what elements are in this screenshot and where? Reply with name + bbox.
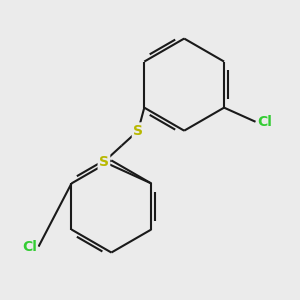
Text: Cl: Cl xyxy=(257,115,272,129)
Text: S: S xyxy=(133,124,143,138)
Text: Cl: Cl xyxy=(22,240,37,254)
Text: S: S xyxy=(99,155,109,169)
